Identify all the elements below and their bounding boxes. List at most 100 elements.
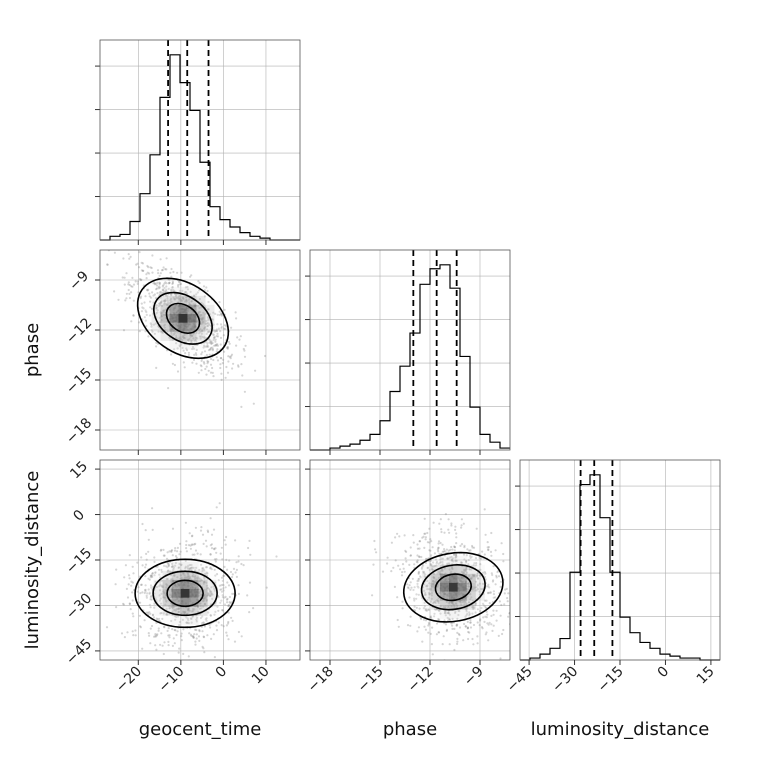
scatter-point-phase|luminosity_distance [450, 622, 453, 625]
scatter-point-phase|luminosity_distance [406, 586, 410, 589]
scatter-point-geocent_time|phase [243, 390, 246, 393]
scatter-point-phase|luminosity_distance [468, 631, 471, 634]
scatter-point-geocent_time|luminosity_distance [199, 616, 202, 620]
scatter-point-phase|luminosity_distance [432, 521, 435, 524]
scatter-point-geocent_time|luminosity_distance [195, 628, 198, 632]
scatter-point-geocent_time|luminosity_distance [214, 574, 217, 577]
scatter-point-geocent_time|phase [195, 293, 198, 296]
scatter-point-geocent_time|phase [222, 334, 225, 337]
scatter-point-phase|luminosity_distance [429, 559, 432, 562]
scatter-point-phase|luminosity_distance [471, 637, 474, 641]
scatter-point-geocent_time|luminosity_distance [189, 617, 192, 620]
density-cell-phase|luminosity_distance [412, 591, 422, 601]
scatter-point-phase|luminosity_distance [488, 591, 491, 594]
scatter-point-geocent_time|luminosity_distance [210, 533, 214, 536]
scatter-point-geocent_time|phase [122, 329, 126, 332]
scatter-point-geocent_time|luminosity_distance [174, 561, 177, 565]
scatter-point-geocent_time|luminosity_distance [226, 568, 229, 571]
scatter-point-geocent_time|luminosity_distance [144, 575, 147, 578]
scatter-point-geocent_time|luminosity_distance [171, 578, 174, 581]
scatter-point-geocent_time|luminosity_distance [228, 595, 231, 599]
scatter-point-phase|luminosity_distance [463, 544, 466, 547]
scatter-point-geocent_time|luminosity_distance [150, 574, 154, 577]
scatter-point-geocent_time|luminosity_distance [207, 592, 210, 595]
scatter-point-geocent_time|luminosity_distance [220, 590, 224, 593]
scatter-point-geocent_time|phase [169, 271, 172, 274]
density-cell-geocent_time|phase [196, 295, 206, 305]
scatter-point-phase|luminosity_distance [430, 554, 433, 557]
scatter-point-geocent_time|phase [240, 405, 243, 408]
scatter-point-phase|luminosity_distance [457, 609, 460, 612]
scatter-point-phase|luminosity_distance [440, 530, 443, 534]
scatter-point-phase|luminosity_distance [478, 624, 481, 627]
density-cell-geocent_time|phase [178, 322, 188, 332]
scatter-point-geocent_time|luminosity_distance [201, 615, 204, 618]
scatter-point-geocent_time|luminosity_distance [194, 569, 197, 572]
scatter-point-phase|luminosity_distance [453, 627, 456, 631]
scatter-point-phase|luminosity_distance [424, 593, 427, 596]
scatter-point-geocent_time|luminosity_distance [191, 607, 195, 611]
scatter-point-phase|luminosity_distance [454, 611, 457, 615]
scatter-point-geocent_time|luminosity_distance [265, 586, 268, 589]
scatter-point-geocent_time|luminosity_distance [205, 619, 208, 622]
scatter-point-geocent_time|luminosity_distance [210, 593, 213, 596]
scatter-point-geocent_time|luminosity_distance [197, 576, 200, 579]
scatter-point-phase|luminosity_distance [413, 586, 416, 589]
scatter-point-geocent_time|luminosity_distance [198, 629, 201, 632]
scatter-point-phase|luminosity_distance [479, 568, 482, 572]
scatter-point-phase|luminosity_distance [485, 631, 488, 634]
contour-phase|luminosity_distance-0 [434, 573, 473, 602]
scatter-point-phase|luminosity_distance [466, 627, 469, 630]
scatter-point-geocent_time|luminosity_distance [172, 566, 175, 569]
scatter-point-phase|luminosity_distance [465, 560, 468, 563]
scatter-point-geocent_time|phase [147, 288, 150, 291]
scatter-point-geocent_time|luminosity_distance [157, 627, 160, 630]
scatter-point-geocent_time|luminosity_distance [188, 632, 191, 635]
scatter-point-phase|luminosity_distance [469, 555, 472, 558]
scatter-point-phase|luminosity_distance [498, 600, 501, 603]
scatter-point-geocent_time|phase [205, 345, 208, 348]
scatter-point-geocent_time|luminosity_distance [227, 638, 230, 641]
density-cell-geocent_time|luminosity_distance [171, 561, 181, 571]
scatter-point-phase|luminosity_distance [416, 561, 419, 564]
scatter-point-geocent_time|phase [149, 300, 152, 303]
scatter-point-geocent_time|phase [211, 366, 214, 370]
scatter-point-geocent_time|luminosity_distance [193, 543, 196, 546]
scatter-point-phase|luminosity_distance [423, 593, 426, 596]
scatter-point-geocent_time|phase [167, 282, 170, 285]
scatter-point-phase|luminosity_distance [456, 637, 459, 641]
scatter-frame-geocent_time|phase [99, 249, 301, 451]
contour-geocent_time|phase-1 [153, 291, 213, 345]
scatter-point-geocent_time|luminosity_distance [169, 574, 172, 577]
scatter-point-phase|luminosity_distance [458, 600, 461, 603]
scatter-point-phase|luminosity_distance [420, 555, 423, 559]
scatter-point-geocent_time|phase [225, 365, 228, 369]
scatter-point-geocent_time|luminosity_distance [192, 636, 195, 639]
scatter-point-geocent_time|phase [187, 353, 190, 356]
scatter-point-geocent_time|luminosity_distance [185, 550, 188, 553]
density-cell-geocent_time|phase [151, 331, 161, 341]
scatter-point-phase|luminosity_distance [437, 631, 440, 634]
density-cell-geocent_time|luminosity_distance [153, 597, 163, 607]
scatter-point-geocent_time|phase [189, 333, 192, 336]
scatter-point-geocent_time|phase [168, 281, 171, 284]
scatter-point-phase|luminosity_distance [451, 548, 454, 551]
scatter-point-geocent_time|phase [232, 362, 235, 365]
scatter-point-geocent_time|luminosity_distance [248, 539, 251, 543]
scatter-point-geocent_time|luminosity_distance [191, 615, 194, 619]
scatter-point-phase|luminosity_distance [447, 612, 450, 615]
scatter-point-geocent_time|phase [209, 339, 212, 342]
scatter-point-phase|luminosity_distance [449, 548, 452, 552]
scatter-point-phase|luminosity_distance [442, 635, 445, 638]
scatter-point-geocent_time|phase [207, 360, 210, 363]
scatter-point-phase|luminosity_distance [427, 624, 430, 627]
scatter-point-phase|luminosity_distance [499, 614, 502, 617]
scatter-point-phase|luminosity_distance [471, 544, 474, 548]
scatter-point-phase|luminosity_distance [464, 567, 467, 571]
scatter-panel-phase-luminosity_distance: −18 −15 −12 −9 [305, 459, 511, 696]
scatter-point-geocent_time|phase [128, 283, 131, 287]
scatter-point-geocent_time|luminosity_distance [205, 545, 208, 548]
density-cell-phase|luminosity_distance [439, 609, 449, 619]
contour-geocent_time|phase-0 [165, 302, 201, 334]
scatter-point-geocent_time|phase [195, 331, 198, 334]
